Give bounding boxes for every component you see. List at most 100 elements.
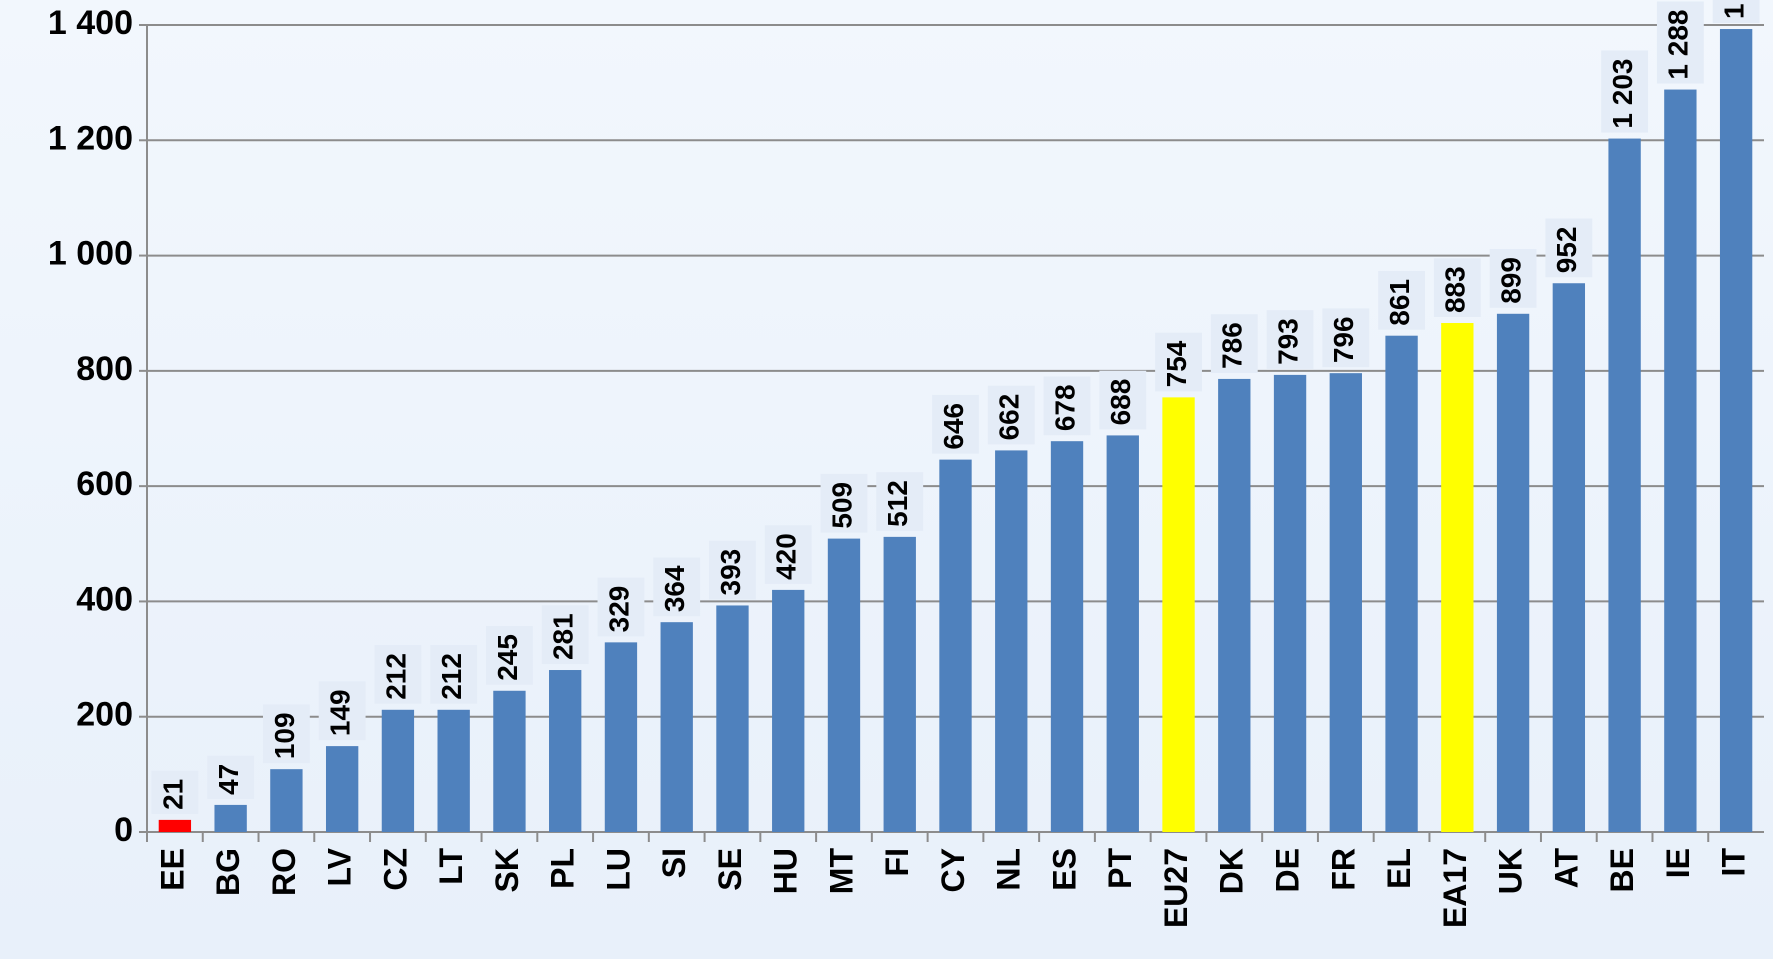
- x-tick-label: SI: [656, 848, 692, 878]
- x-tick-label: AT: [1548, 848, 1584, 889]
- data-label: 420: [771, 533, 802, 580]
- data-label-bg: [1378, 270, 1425, 330]
- bar: [158, 819, 192, 832]
- x-tick-label: NL: [991, 848, 1027, 891]
- data-label-bg: [709, 540, 756, 600]
- data-label: 329: [603, 586, 634, 633]
- bar: [1552, 283, 1586, 832]
- bar: [1329, 373, 1362, 832]
- x-tick-label: FR: [1325, 848, 1361, 891]
- bar: [772, 589, 805, 832]
- data-label-bg: [1210, 314, 1258, 373]
- bar: [660, 622, 693, 832]
- data-label-bg: [1322, 308, 1370, 368]
- bar: [325, 746, 359, 832]
- bar: [1441, 323, 1474, 832]
- data-label-bg: [1099, 370, 1147, 430]
- data-label: 109: [269, 712, 300, 759]
- data-label-bg: [262, 704, 310, 764]
- data-label-bg: [430, 645, 478, 704]
- data-label: 662: [994, 394, 1025, 441]
- y-tick-label: 800: [76, 350, 133, 388]
- x-tick-label: SK: [489, 848, 525, 892]
- data-label: 21: [157, 779, 188, 810]
- x-tick-label: EA17: [1437, 848, 1473, 928]
- data-label: 688: [1105, 379, 1136, 426]
- bar: [214, 804, 247, 832]
- bar: [270, 769, 303, 832]
- data-label: 47: [213, 764, 244, 795]
- data-label-bg: [486, 626, 533, 685]
- y-tick-label: 600: [76, 465, 133, 503]
- data-label-bg: [820, 473, 868, 533]
- bar: [1050, 441, 1084, 832]
- bar: [1273, 374, 1307, 832]
- x-tick-label: SE: [712, 848, 748, 891]
- data-label-bg: [207, 755, 255, 799]
- data-label: 212: [380, 653, 411, 700]
- data-label: 678: [1049, 384, 1080, 431]
- data-label: 793: [1272, 318, 1303, 365]
- x-tick-label: DE: [1270, 848, 1306, 892]
- data-label: 149: [325, 689, 356, 736]
- bar: [716, 605, 749, 832]
- x-tick-label: MT: [823, 848, 859, 895]
- bar: [381, 709, 415, 832]
- data-label: 952: [1551, 227, 1582, 274]
- bar: [1162, 397, 1195, 832]
- data-label: 281: [548, 613, 579, 660]
- x-tick-label: IT: [1716, 848, 1752, 877]
- bar: [827, 538, 861, 832]
- data-label: 786: [1217, 322, 1248, 369]
- data-label: 393: [715, 549, 746, 596]
- bar: [549, 670, 582, 832]
- data-label-bg: [597, 577, 645, 637]
- bar: [1106, 435, 1139, 832]
- data-label-bg: [1601, 50, 1649, 133]
- data-label-bg: [1545, 218, 1593, 278]
- data-label: 754: [1161, 340, 1192, 387]
- data-label-bg: [1266, 310, 1314, 369]
- x-tick-label: CY: [935, 848, 971, 892]
- data-label: 512: [882, 480, 913, 527]
- data-label-bg: [541, 605, 589, 665]
- x-tick-label: PL: [545, 848, 581, 889]
- bar: [1385, 335, 1418, 832]
- bar: [1218, 378, 1251, 832]
- data-label: 364: [659, 565, 690, 612]
- data-label-bg: [764, 525, 812, 584]
- x-tick-label: EU27: [1158, 848, 1194, 928]
- data-label-bg: [1043, 376, 1091, 436]
- x-tick-label: LT: [433, 848, 469, 885]
- y-tick-label: 200: [76, 696, 133, 734]
- x-tick-label: DK: [1214, 848, 1250, 894]
- data-label: 883: [1440, 266, 1471, 313]
- data-label-bg: [151, 770, 199, 814]
- y-tick-label: 1 200: [48, 119, 133, 157]
- x-tick-label: PT: [1102, 848, 1138, 889]
- data-label-bg: [987, 385, 1035, 445]
- data-label: 1 288: [1663, 9, 1694, 79]
- data-label-bg: [932, 394, 979, 454]
- x-tick-label: LV: [322, 847, 358, 886]
- x-tick-label: UK: [1493, 848, 1529, 894]
- data-label: 646: [938, 403, 969, 450]
- data-label-bg: [1433, 258, 1481, 318]
- bar: [493, 690, 526, 832]
- x-tick-label: BG: [210, 848, 246, 896]
- bar: [604, 642, 638, 832]
- x-tick-label: CZ: [377, 848, 413, 891]
- data-label: 1 203: [1607, 58, 1638, 128]
- y-tick-label: 400: [76, 580, 133, 618]
- y-tick-label: 1 000: [48, 235, 133, 273]
- x-tick-label: BE: [1604, 848, 1640, 892]
- bar: [1664, 89, 1697, 832]
- data-label: 212: [436, 653, 467, 700]
- bar: [437, 709, 470, 832]
- bar: [1496, 313, 1530, 832]
- data-label: 509: [826, 482, 857, 529]
- bar: [1608, 138, 1641, 833]
- x-tick-label: ES: [1046, 848, 1082, 891]
- x-tick-label: IE: [1660, 848, 1696, 878]
